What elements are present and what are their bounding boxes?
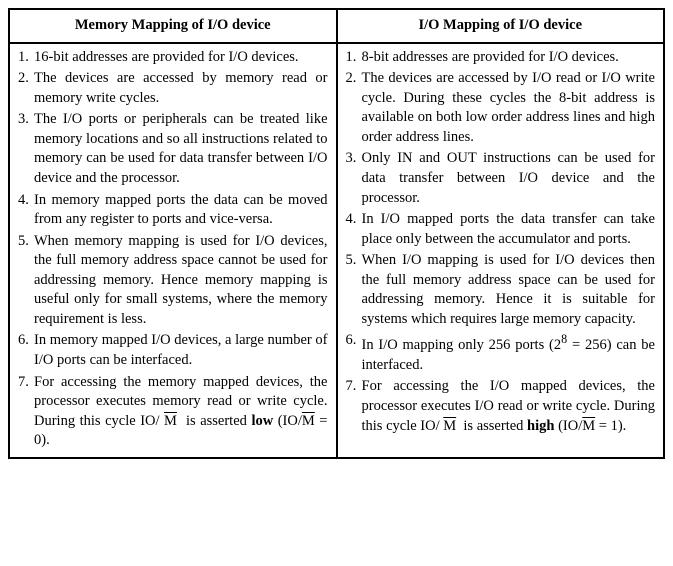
cell-left: 1.16-bit addresses are provided for I/O … [9,43,337,458]
list-item: 3.The I/O ports or peripherals can be tr… [18,110,328,188]
list-item: 1.8-bit addresses are provided for I/O d… [346,48,656,68]
list-item: 2.The devices are accessed by I/O read o… [346,69,656,147]
item-number: 6. [18,331,32,370]
item-text: When memory mapping is used for I/O devi… [34,232,328,330]
item-number: 6. [346,331,360,375]
list-item: 5.When I/O mapping is used for I/O devic… [346,251,656,329]
item-number: 7. [346,377,360,436]
item-number: 2. [346,69,360,147]
item-number: 3. [18,110,32,188]
item-number: 1. [18,48,32,68]
item-number: 1. [346,48,360,68]
item-number: 4. [18,191,32,230]
comparison-table: Memory Mapping of I/O device I/O Mapping… [8,8,665,459]
item-text: When I/O mapping is used for I/O devices… [362,251,656,329]
item-text: For accessing the I/O mapped devices, th… [362,377,656,436]
list-item: 2.The devices are accessed by memory rea… [18,69,328,108]
item-number: 3. [346,149,360,208]
list-item: 6.In I/O mapping only 256 ports (28 = 25… [346,331,656,375]
item-text: In I/O mapped ports the data transfer ca… [362,210,656,249]
list-item: 7.For accessing the I/O mapped devices, … [346,377,656,436]
item-number: 2. [18,69,32,108]
item-number: 4. [346,210,360,249]
list-item: 3.Only IN and OUT instructions can be us… [346,149,656,208]
item-number: 5. [18,232,32,330]
header-right: I/O Mapping of I/O device [337,9,665,43]
list-item: 4.In I/O mapped ports the data transfer … [346,210,656,249]
item-text: In memory mapped ports the data can be m… [34,191,328,230]
list-item: 5.When memory mapping is used for I/O de… [18,232,328,330]
list-item: 7.For accessing the memory mapped device… [18,373,328,451]
list-item: 4.In memory mapped ports the data can be… [18,191,328,230]
item-text: 8-bit addresses are provided for I/O dev… [362,48,656,68]
header-left: Memory Mapping of I/O device [9,9,337,43]
item-text: The I/O ports or peripherals can be trea… [34,110,328,188]
item-text: 16-bit addresses are provided for I/O de… [34,48,328,68]
item-text: The devices are accessed by I/O read or … [362,69,656,147]
item-number: 5. [346,251,360,329]
list-item: 1.16-bit addresses are provided for I/O … [18,48,328,68]
item-text: Only IN and OUT instructions can be used… [362,149,656,208]
item-text: For accessing the memory mapped devices,… [34,373,328,451]
cell-right: 1.8-bit addresses are provided for I/O d… [337,43,665,458]
item-text: In memory mapped I/O devices, a large nu… [34,331,328,370]
item-text: In I/O mapping only 256 ports (28 = 256)… [362,331,656,375]
item-number: 7. [18,373,32,451]
item-text: The devices are accessed by memory read … [34,69,328,108]
list-item: 6.In memory mapped I/O devices, a large … [18,331,328,370]
